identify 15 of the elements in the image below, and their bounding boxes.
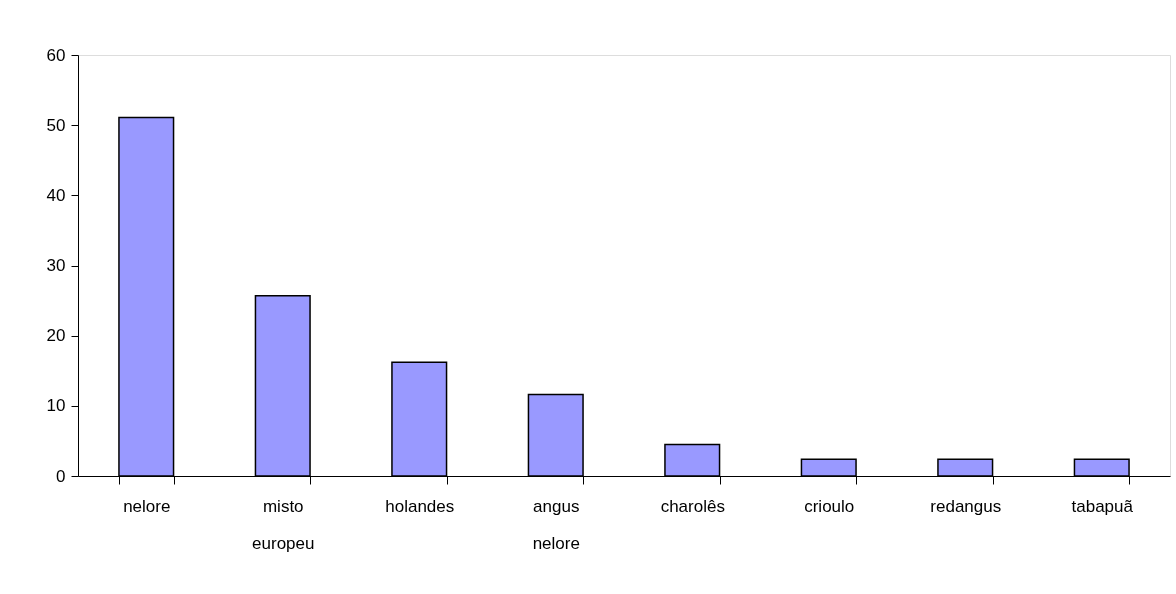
x-tick-label: crioulo (804, 496, 855, 516)
x-tick-label: angus nelore (532, 496, 580, 553)
y-tick-label: 20 (46, 326, 66, 346)
y-tick-label: 60 (46, 45, 66, 65)
x-tick-label: charolês (660, 496, 725, 516)
x-tick-label: redangus (930, 496, 1002, 516)
x-tick-label: misto europeu (252, 496, 315, 553)
y-tick-label: 50 (46, 115, 66, 135)
y-tick-label: 0 (56, 466, 66, 486)
x-tick-label: nelore (123, 496, 171, 516)
y-tick-label: 40 (46, 185, 66, 205)
x-tick-label: tabapuã (1071, 496, 1134, 516)
x-tick-label: holandes (385, 496, 455, 516)
y-tick-label: 10 (46, 396, 66, 416)
y-tick-label: 30 (46, 256, 66, 275)
